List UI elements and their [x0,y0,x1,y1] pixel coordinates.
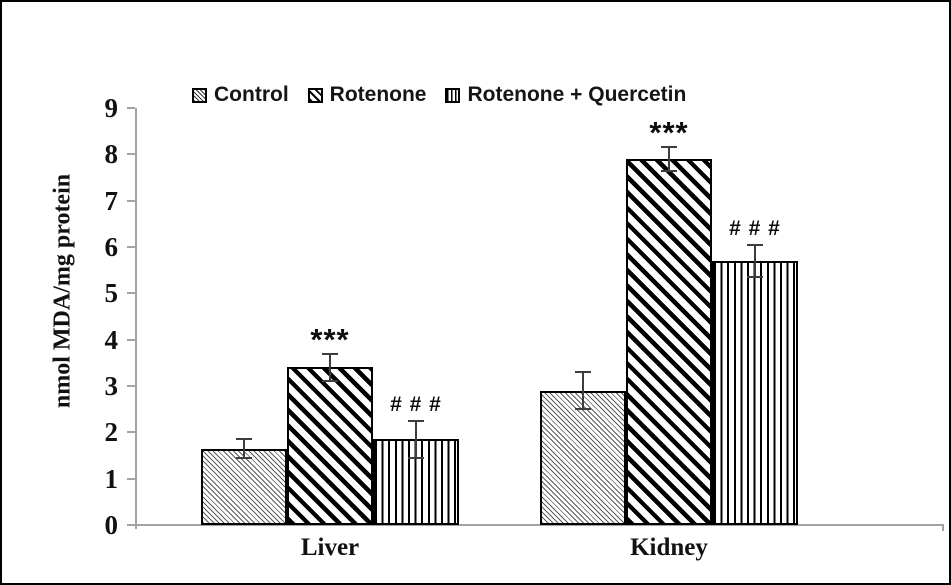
error-bar-line [415,421,417,458]
bar-kidney-control [540,391,626,525]
y-tick-mark [127,431,135,434]
y-tick-label: 8 [104,139,119,170]
error-bar-cap-top [575,371,591,373]
error-bar-line [754,245,756,277]
y-tick-label: 0 [104,510,119,540]
error-bar-cap-bottom [236,457,252,459]
y-axis-line [135,108,137,529]
error-bar-cap-bottom [747,276,763,278]
y-tick-mark [127,153,135,156]
diagonal-thick-swatch-icon [307,87,323,103]
bar-kidney-rotenone-quercetin [712,261,798,525]
y-tick-mark [127,246,135,248]
y-tick-mark [127,107,135,109]
error-bar-cap-bottom [575,408,591,410]
bar-liver-control [201,449,287,525]
y-tick-label: 2 [104,417,119,448]
error-bar-line [668,147,670,171]
error-bar-cap-top [322,353,338,355]
y-tick-label: 4 [104,324,119,355]
error-bar-cap-top [236,438,252,440]
legend-item-rotenone-quercetin: Rotenone + Quercetin [445,83,686,107]
y-tick-mark [127,292,135,295]
category-label-liver: Liver [300,534,360,561]
vertical-lines-swatch-icon [445,87,461,103]
x-axis-line [135,524,944,526]
bar-kidney-rotenone [626,159,712,525]
x-axis-end-tick [942,524,944,531]
error-bar-cap-top [747,244,763,246]
error-bar-cap-bottom [322,380,338,382]
y-tick-mark [127,524,135,526]
error-bar-cap-top [661,146,677,148]
legend-label: Control [214,83,289,106]
significance-hashes: # # # [729,217,781,240]
y-tick-mark [127,477,135,480]
category-label-kidney: Kidney [630,534,708,561]
significance-hashes: # # # [390,393,442,416]
legend-item-control: Control [192,83,289,107]
legend-label: Rotenone + Quercetin [467,83,687,106]
error-bar-cap-top [408,420,424,422]
y-tick-mark [127,338,135,341]
y-tick-label: 1 [104,463,119,494]
legend-label: Rotenone [329,83,427,106]
y-tick-label: 3 [104,371,119,401]
significance-stars: *** [310,322,350,357]
y-tick-mark [127,199,135,202]
legend: Control Rotenone Rotenone + Quercetin [192,83,686,107]
error-bar-line [243,439,245,458]
error-bar-line [329,354,331,381]
y-tick-label: 9 [104,93,119,123]
y-tick-label: 5 [104,278,119,309]
legend-item-rotenone: Rotenone [307,83,427,107]
error-bar-cap-bottom [661,170,677,172]
diagonal-fine-swatch-icon [192,87,207,103]
error-bar-cap-bottom [408,457,424,459]
error-bar-line [582,372,584,409]
y-tick-label: 7 [104,185,119,216]
bar-liver-rotenone [287,367,373,525]
y-tick-mark [127,385,135,387]
y-tick-label: 6 [104,232,119,262]
significance-stars: *** [649,115,689,150]
